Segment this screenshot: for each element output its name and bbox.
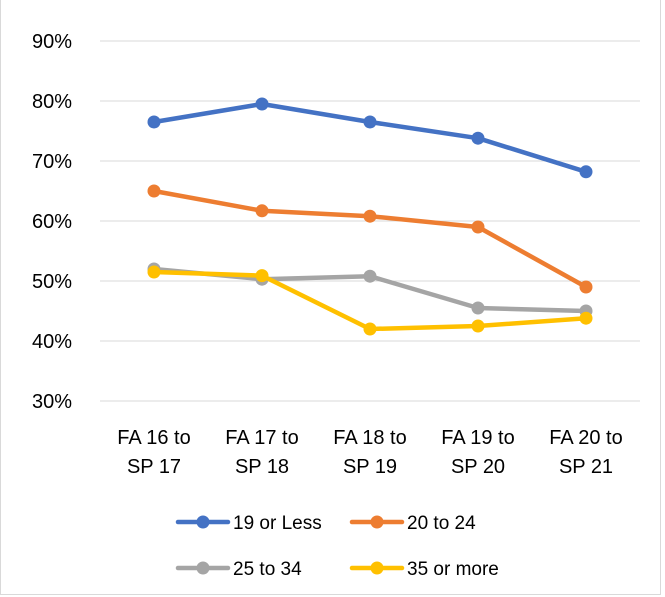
legend-swatch-marker xyxy=(196,515,210,529)
data-point xyxy=(147,184,161,198)
y-tick-label: 70% xyxy=(32,151,72,173)
data-point xyxy=(255,97,269,111)
data-point xyxy=(471,131,485,145)
data-point xyxy=(363,322,377,336)
legend-swatch-marker xyxy=(196,561,210,575)
x-tick-label: FA 16 to SP 17 xyxy=(117,427,190,478)
x-tick-label: FA 17 to SP 18 xyxy=(225,427,298,478)
legend-swatch-marker xyxy=(370,515,384,529)
legend-label: 35 or more xyxy=(407,559,499,580)
series-lines xyxy=(147,97,593,336)
series-line xyxy=(151,101,589,175)
x-axis-tick-labels: FA 16 to SP 17 FA 17 to SP 18 FA 18 to SP 19 F… xyxy=(117,427,622,478)
y-axis-tick-labels: 30% 40% 50% 60% 70% 80% 90% xyxy=(32,31,72,413)
data-point xyxy=(363,269,377,283)
data-point xyxy=(363,209,377,223)
data-point xyxy=(579,280,593,294)
data-point xyxy=(471,319,485,333)
legend-item: 25 to 34 xyxy=(175,559,302,580)
y-tick-label: 90% xyxy=(32,31,72,53)
legend-item: 35 or more xyxy=(349,559,499,580)
y-tick-label: 50% xyxy=(32,271,72,293)
legend: 19 or Less 20 to 24 25 to 34 35 or more xyxy=(175,513,499,580)
data-point xyxy=(579,165,593,179)
data-point xyxy=(255,204,269,218)
data-point xyxy=(579,311,593,325)
data-point xyxy=(147,115,161,129)
data-point xyxy=(471,301,485,315)
y-tick-label: 60% xyxy=(32,211,72,233)
legend-label: 25 to 34 xyxy=(233,559,302,580)
y-tick-label: 30% xyxy=(32,391,72,413)
data-point xyxy=(471,220,485,234)
legend-swatch-marker xyxy=(370,561,384,575)
legend-label: 19 or Less xyxy=(233,513,322,534)
x-tick-label: FA 18 to SP 19 xyxy=(333,427,406,478)
x-tick-label: FA 20 to SP 21 xyxy=(549,427,622,478)
legend-item: 20 to 24 xyxy=(349,513,476,534)
legend-label: 20 to 24 xyxy=(407,513,476,534)
x-tick-label: FA 19 to SP 20 xyxy=(441,427,514,478)
data-point xyxy=(255,269,269,283)
data-point xyxy=(147,265,161,279)
legend-item: 19 or Less xyxy=(175,513,322,534)
y-tick-label: 40% xyxy=(32,331,72,353)
data-point xyxy=(363,115,377,129)
y-tick-label: 80% xyxy=(32,91,72,113)
